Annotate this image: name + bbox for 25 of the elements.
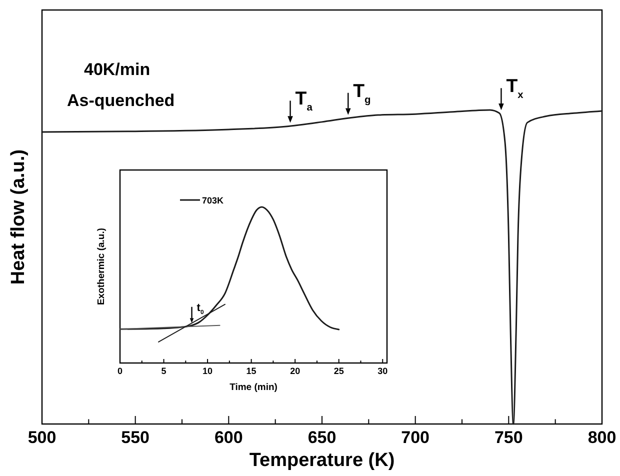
- y-axis-title: Heat flow (a.u.): [8, 149, 29, 285]
- x-axis-title: Time (min): [230, 382, 278, 393]
- annotation: T$_{g}$: [353, 80, 371, 106]
- text: 40K/min: [84, 60, 150, 79]
- x-tick-label: 5: [161, 366, 166, 376]
- legend-label: 703K: [202, 196, 224, 206]
- x-tick-label: 650: [308, 428, 336, 447]
- x-tick-label: 10: [202, 366, 213, 376]
- x-tick-label: 20: [290, 366, 300, 376]
- x-tick-label: 500: [28, 428, 56, 447]
- x-tick-label: 30: [378, 366, 388, 376]
- x-tick-label: 750: [494, 428, 523, 447]
- x-tick-label: 550: [121, 428, 150, 447]
- x-tick-label: 800: [588, 428, 616, 447]
- x-axis-title: Temperature (K): [249, 450, 395, 471]
- annotation: T$_{a}$: [295, 88, 313, 114]
- x-tick-label: 15: [246, 366, 256, 376]
- annotation: As-quenched: [67, 91, 175, 110]
- x-tick-label: 0: [117, 366, 123, 376]
- annotation: t$_{0}$: [196, 302, 204, 316]
- x-tick-label: 700: [401, 428, 430, 447]
- annotation: T$_{x}$: [506, 75, 524, 101]
- x-tick-label: 600: [214, 428, 243, 447]
- y-axis-title: Exothermic (a.u.): [96, 228, 107, 306]
- x-tick-label: 25: [334, 366, 344, 376]
